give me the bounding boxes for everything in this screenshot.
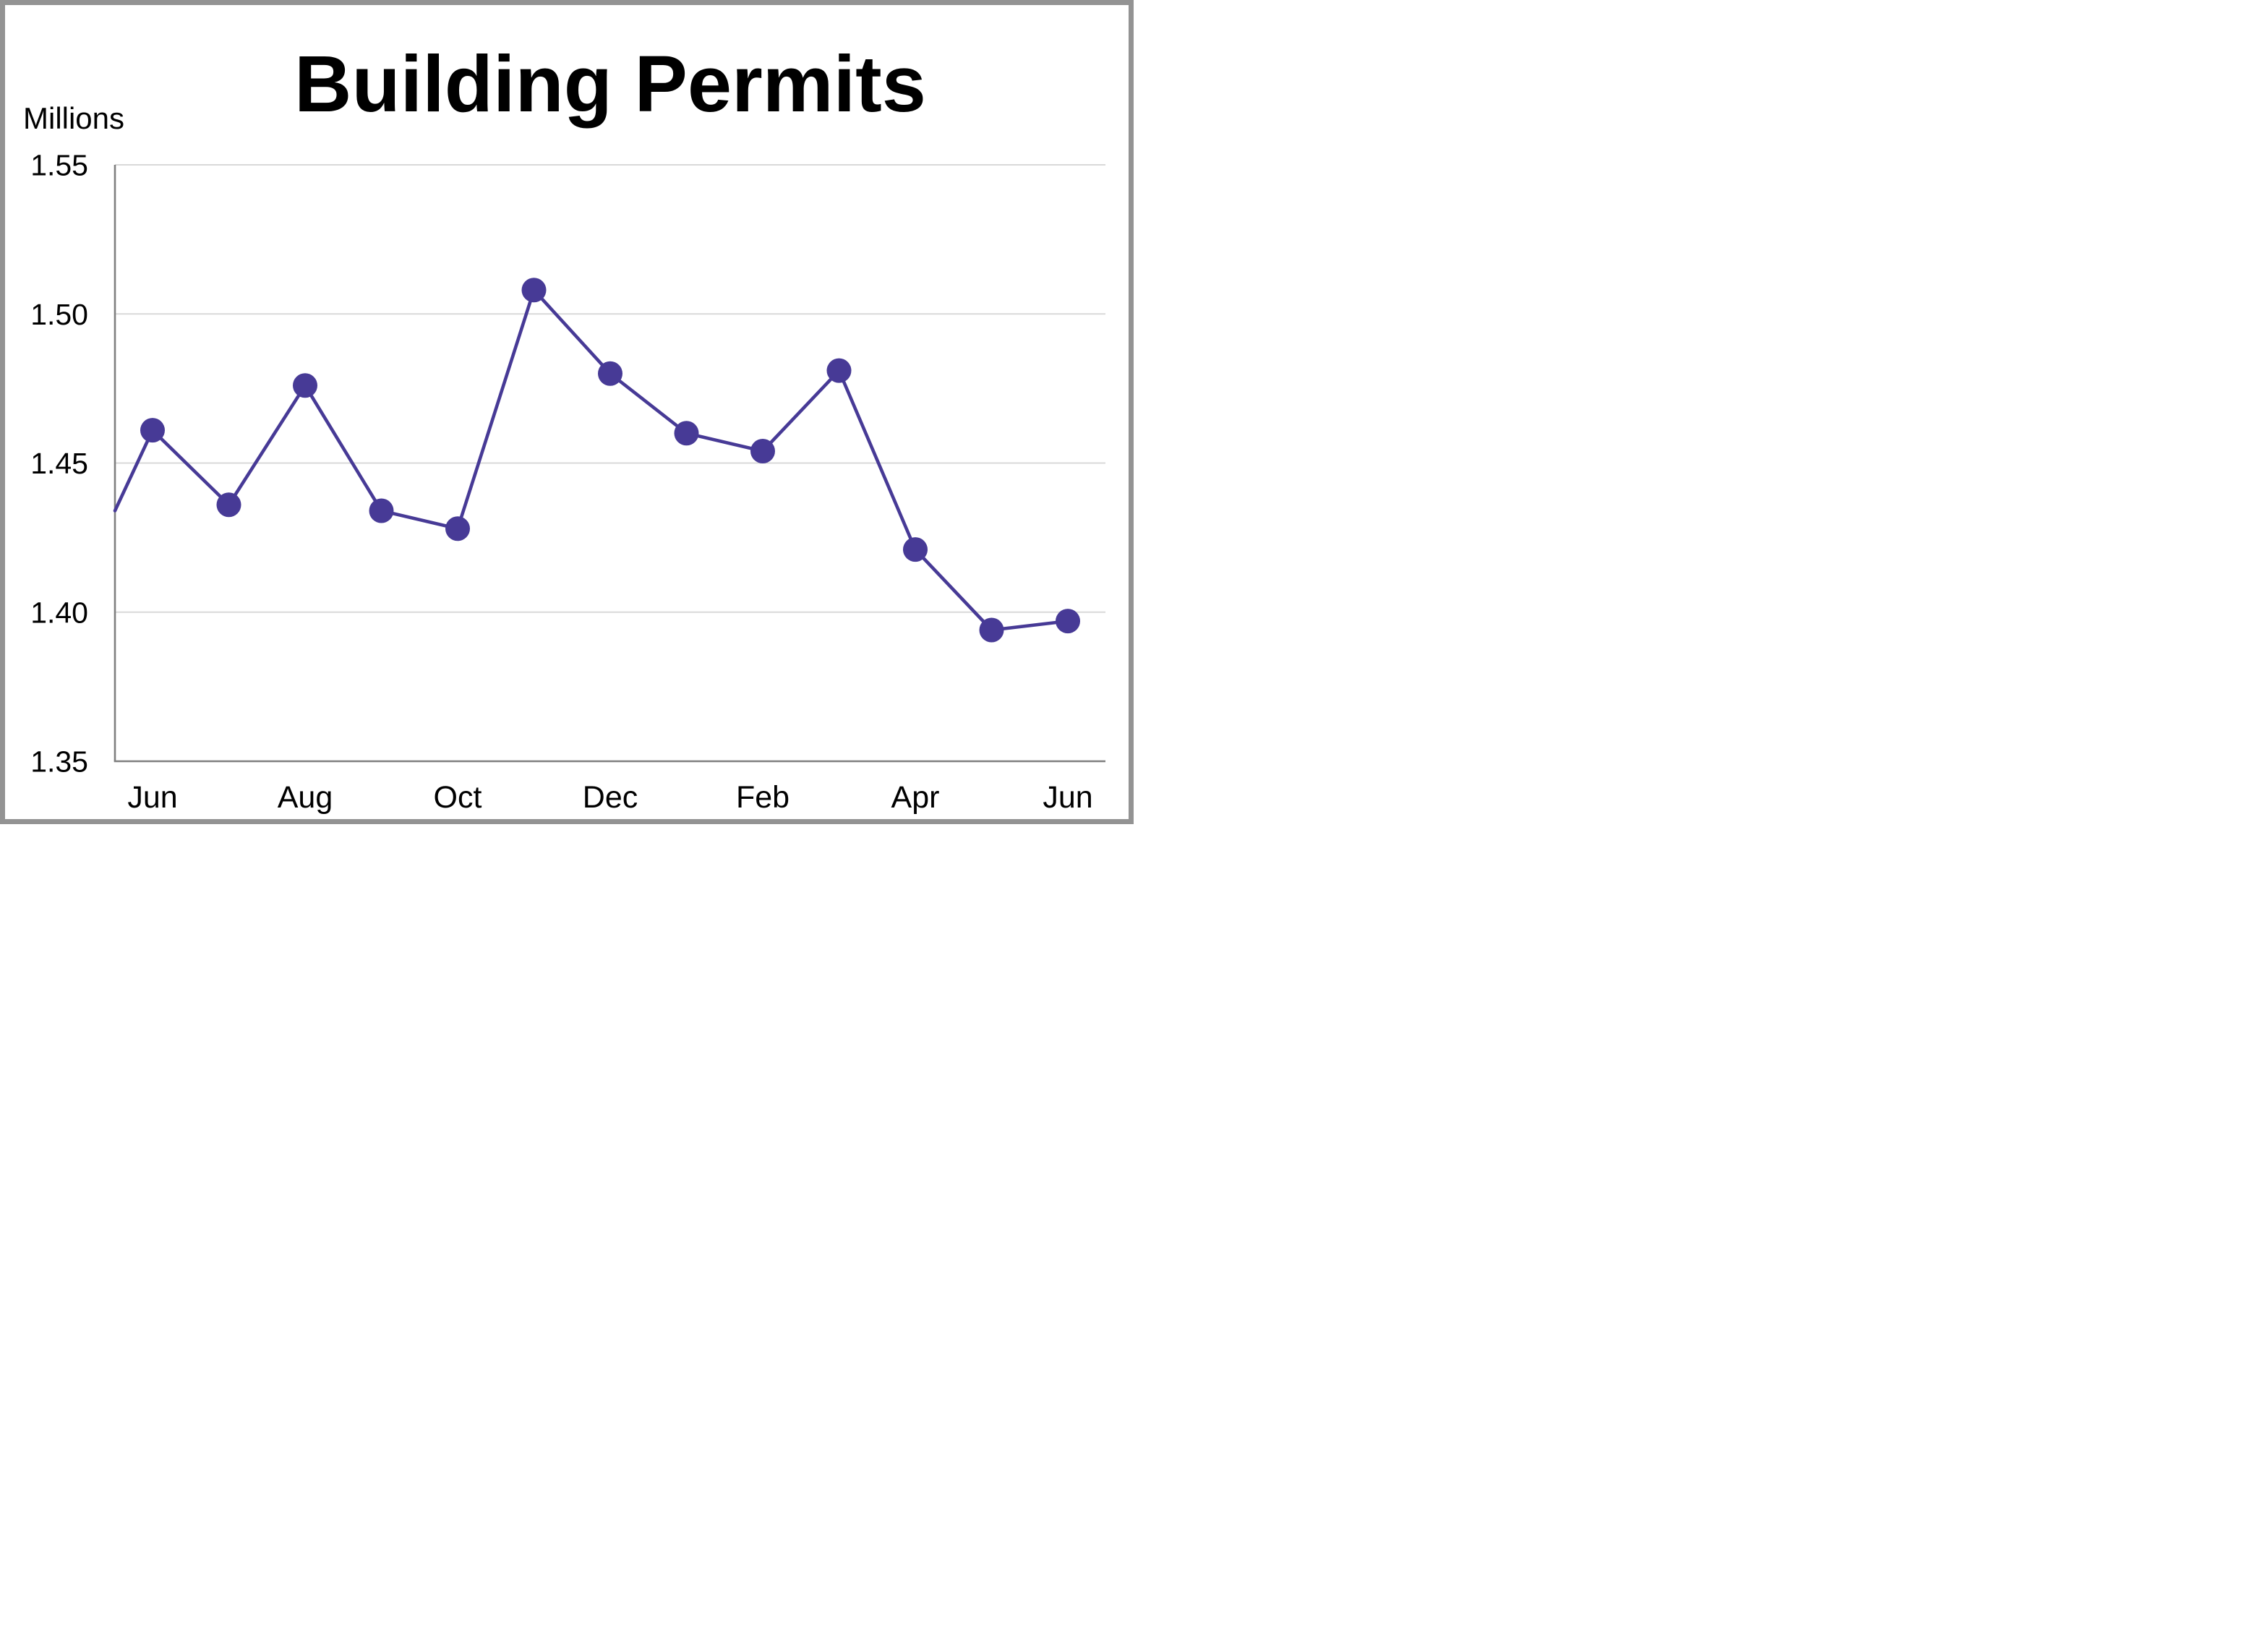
data-point-marker <box>445 516 470 541</box>
y-tick-label: 1.45 <box>30 447 88 480</box>
data-point-marker <box>521 278 547 303</box>
data-point-marker <box>216 492 241 518</box>
x-tick-label: Apr <box>891 780 940 815</box>
x-tick-label: Jun <box>127 780 177 815</box>
x-tick-label: Aug <box>278 780 333 815</box>
y-tick-label: 1.35 <box>30 745 88 779</box>
data-point-marker <box>598 361 622 386</box>
data-point-marker <box>1056 609 1080 634</box>
x-tick-label: Oct <box>434 780 482 815</box>
y-tick-label: 1.50 <box>30 298 88 331</box>
data-point-marker <box>369 498 394 523</box>
line-chart: 1.55 1.50 1.45 1.40 1.35 Jun Aug Oct Dec Feb Apr Ju… <box>30 149 1105 815</box>
y-tick-label: 1.40 <box>30 596 88 629</box>
y-axis-unit-label: Millions <box>23 101 125 135</box>
data-point-marker <box>293 373 317 398</box>
x-tick-label: Jun <box>1043 780 1092 815</box>
x-tick-label: Dec <box>583 780 638 815</box>
data-point-marker <box>674 421 699 446</box>
series-line <box>113 288 1070 632</box>
y-tick-label: 1.55 <box>30 149 88 182</box>
data-point-marker <box>140 418 165 443</box>
data-point-marker <box>750 439 775 463</box>
page-title: Building Permits <box>294 40 926 129</box>
chart-window: Building Permits Millions 1.55 1.50 1.45 1.… <box>0 0 1134 824</box>
data-point-marker <box>903 537 928 562</box>
data-point-marker <box>826 358 852 383</box>
x-tick-label: Feb <box>736 780 789 815</box>
data-point-marker <box>979 617 1004 643</box>
